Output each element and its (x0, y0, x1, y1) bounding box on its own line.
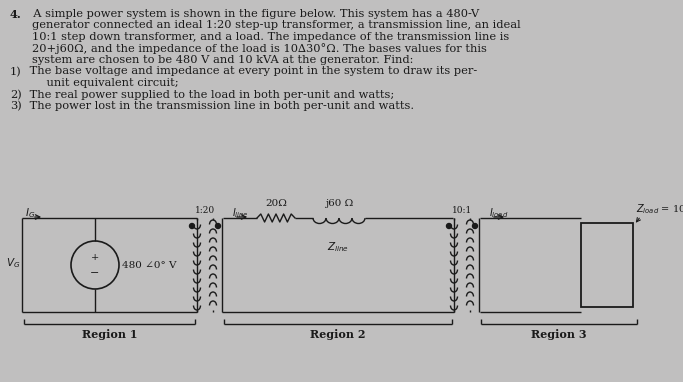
Text: 4.: 4. (10, 9, 22, 20)
Text: 3): 3) (10, 101, 22, 111)
Text: generator connected an ideal 1:20 step-up transformer, a transmission line, an i: generator connected an ideal 1:20 step-u… (32, 21, 520, 31)
Circle shape (473, 223, 477, 228)
Text: Region 2: Region 2 (310, 329, 366, 340)
Text: j60 Ω: j60 Ω (325, 199, 353, 208)
Text: Region 3: Region 3 (531, 329, 586, 340)
Text: unit equivalent circuit;: unit equivalent circuit; (32, 78, 179, 88)
Text: $I_{load}$: $I_{load}$ (489, 206, 508, 220)
Text: The real power supplied to the load in both per-unit and watts;: The real power supplied to the load in b… (26, 89, 394, 99)
Text: $I_{line}$: $I_{line}$ (232, 206, 249, 220)
Text: $I_G$: $I_G$ (25, 206, 36, 220)
Circle shape (216, 223, 221, 228)
Text: 20Ω: 20Ω (265, 199, 287, 208)
Text: The base voltage and impedance at every point in the system to draw its per-: The base voltage and impedance at every … (26, 66, 477, 76)
Text: +: + (91, 254, 99, 262)
Text: 2): 2) (10, 89, 22, 100)
Text: 1:20: 1:20 (195, 206, 215, 215)
Text: Region 1: Region 1 (82, 329, 137, 340)
Text: 480 ∠0° V: 480 ∠0° V (122, 261, 176, 269)
Text: 1): 1) (10, 66, 22, 77)
Text: 10:1: 10:1 (452, 206, 472, 215)
Text: $V_G$: $V_G$ (5, 256, 20, 270)
Text: 10:1 step down transformer, and a load. The impedance of the transmission line i: 10:1 step down transformer, and a load. … (32, 32, 510, 42)
Text: 20+j60Ω, and the impedance of the load is 10∆30°Ω. The bases values for this: 20+j60Ω, and the impedance of the load i… (32, 44, 487, 54)
Circle shape (189, 223, 195, 228)
Text: $Z_{line}$: $Z_{line}$ (327, 240, 349, 254)
Bar (581, 223, 633, 307)
Text: $Z_{load}$ = 10 ∆30°Ω: $Z_{load}$ = 10 ∆30°Ω (636, 202, 683, 216)
Text: The power lost in the transmission line in both per-unit and watts.: The power lost in the transmission line … (26, 101, 414, 111)
Text: system are chosen to be 480 V and 10 kVA at the generator. Find:: system are chosen to be 480 V and 10 kVA… (32, 55, 413, 65)
Text: −: − (90, 268, 100, 278)
Circle shape (447, 223, 451, 228)
Text: A simple power system is shown in the figure below. This system has a 480-V: A simple power system is shown in the fi… (26, 9, 479, 19)
